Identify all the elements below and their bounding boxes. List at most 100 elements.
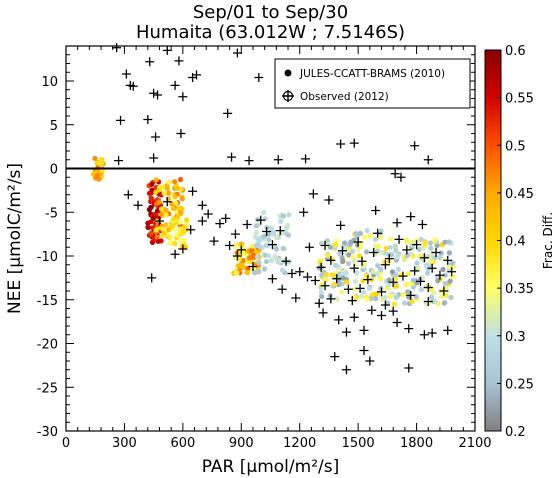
observed-point bbox=[347, 296, 357, 306]
model-point bbox=[358, 294, 364, 300]
model-point bbox=[184, 217, 190, 223]
observed-point bbox=[203, 209, 213, 219]
observed-points-layer bbox=[112, 43, 457, 375]
observed-point bbox=[330, 352, 340, 362]
model-point bbox=[438, 250, 444, 256]
model-point bbox=[96, 160, 102, 166]
model-point bbox=[286, 212, 292, 218]
observed-point bbox=[324, 195, 334, 205]
model-point bbox=[153, 227, 159, 233]
model-point bbox=[248, 248, 254, 254]
model-point bbox=[274, 235, 280, 241]
model-point bbox=[405, 271, 411, 277]
model-point bbox=[437, 254, 443, 260]
chart-title-line1: Sep/01 to Sep/30 bbox=[192, 2, 349, 23]
model-point bbox=[166, 235, 172, 241]
observed-point bbox=[380, 260, 390, 270]
observed-point bbox=[215, 219, 225, 229]
model-point bbox=[370, 268, 376, 275]
model-point bbox=[333, 242, 339, 248]
y-tick-label: 10 bbox=[41, 75, 58, 90]
colorbar-tick-label: 0.55 bbox=[505, 92, 534, 107]
observed-point bbox=[242, 220, 252, 229]
y-tick-label: -15 bbox=[37, 294, 58, 309]
model-point bbox=[427, 240, 433, 246]
model-point bbox=[428, 294, 435, 300]
model-point bbox=[232, 244, 238, 250]
model-point bbox=[352, 278, 358, 284]
model-point bbox=[254, 254, 261, 260]
model-point bbox=[331, 281, 338, 287]
observed-point bbox=[154, 216, 164, 226]
observed-point bbox=[244, 156, 254, 166]
observed-point bbox=[431, 248, 441, 257]
observed-point bbox=[326, 255, 336, 265]
model-point bbox=[378, 228, 384, 234]
observed-point bbox=[114, 156, 124, 166]
y-tick-label: -25 bbox=[37, 381, 58, 396]
model-point bbox=[443, 292, 449, 298]
observed-point bbox=[314, 298, 324, 308]
observed-point bbox=[341, 365, 351, 375]
model-point bbox=[420, 245, 426, 251]
model-point bbox=[405, 289, 411, 295]
colorbar-tick-label: 0.4 bbox=[505, 235, 526, 250]
model-point bbox=[442, 272, 448, 278]
model-point bbox=[249, 243, 255, 249]
model-point bbox=[442, 281, 448, 287]
model-point bbox=[156, 199, 162, 205]
observed-point bbox=[359, 325, 369, 335]
model-point bbox=[161, 190, 167, 196]
model-point bbox=[372, 236, 378, 242]
observed-point bbox=[143, 115, 153, 124]
model-point bbox=[266, 237, 272, 243]
model-point bbox=[386, 282, 392, 288]
observed-point bbox=[191, 70, 201, 80]
observed-point bbox=[365, 356, 375, 366]
model-point bbox=[332, 262, 338, 268]
observed-point bbox=[273, 155, 283, 165]
model-point bbox=[318, 289, 325, 295]
model-point bbox=[341, 240, 348, 246]
model-point bbox=[179, 196, 185, 202]
observed-point bbox=[147, 273, 157, 283]
observed-point bbox=[153, 90, 163, 100]
legend-marker-model bbox=[284, 69, 292, 77]
model-point bbox=[153, 189, 159, 195]
x-tick-label: 600 bbox=[170, 436, 195, 451]
model-point bbox=[319, 293, 325, 299]
model-point bbox=[172, 179, 178, 185]
observed-point bbox=[377, 311, 387, 320]
observed-point bbox=[427, 328, 437, 338]
observed-point bbox=[310, 276, 320, 285]
observed-point bbox=[267, 240, 277, 250]
model-point bbox=[378, 285, 384, 291]
model-point bbox=[364, 249, 370, 255]
observed-point bbox=[419, 253, 429, 263]
model-point bbox=[256, 268, 262, 274]
observed-point bbox=[392, 218, 402, 228]
observed-point bbox=[174, 56, 184, 66]
model-point bbox=[154, 222, 160, 228]
y-tick-label: -20 bbox=[37, 338, 58, 353]
model-point bbox=[361, 289, 367, 295]
observed-point bbox=[116, 115, 126, 125]
observed-point bbox=[275, 226, 285, 236]
model-point bbox=[353, 286, 359, 292]
observed-point bbox=[149, 153, 159, 163]
observed-point bbox=[334, 315, 344, 325]
model-point bbox=[273, 246, 279, 252]
x-tick-label: 0 bbox=[62, 436, 70, 451]
observed-point bbox=[188, 186, 198, 196]
model-point bbox=[375, 263, 381, 269]
model-point bbox=[285, 232, 292, 238]
model-point bbox=[257, 236, 263, 242]
model-point bbox=[410, 284, 416, 290]
model-point bbox=[253, 242, 259, 248]
y-tick-label: -5 bbox=[45, 206, 58, 221]
model-point bbox=[163, 222, 169, 228]
observed-point bbox=[162, 45, 172, 55]
model-point bbox=[92, 155, 98, 161]
observed-point bbox=[336, 220, 346, 230]
observed-point bbox=[123, 190, 133, 200]
